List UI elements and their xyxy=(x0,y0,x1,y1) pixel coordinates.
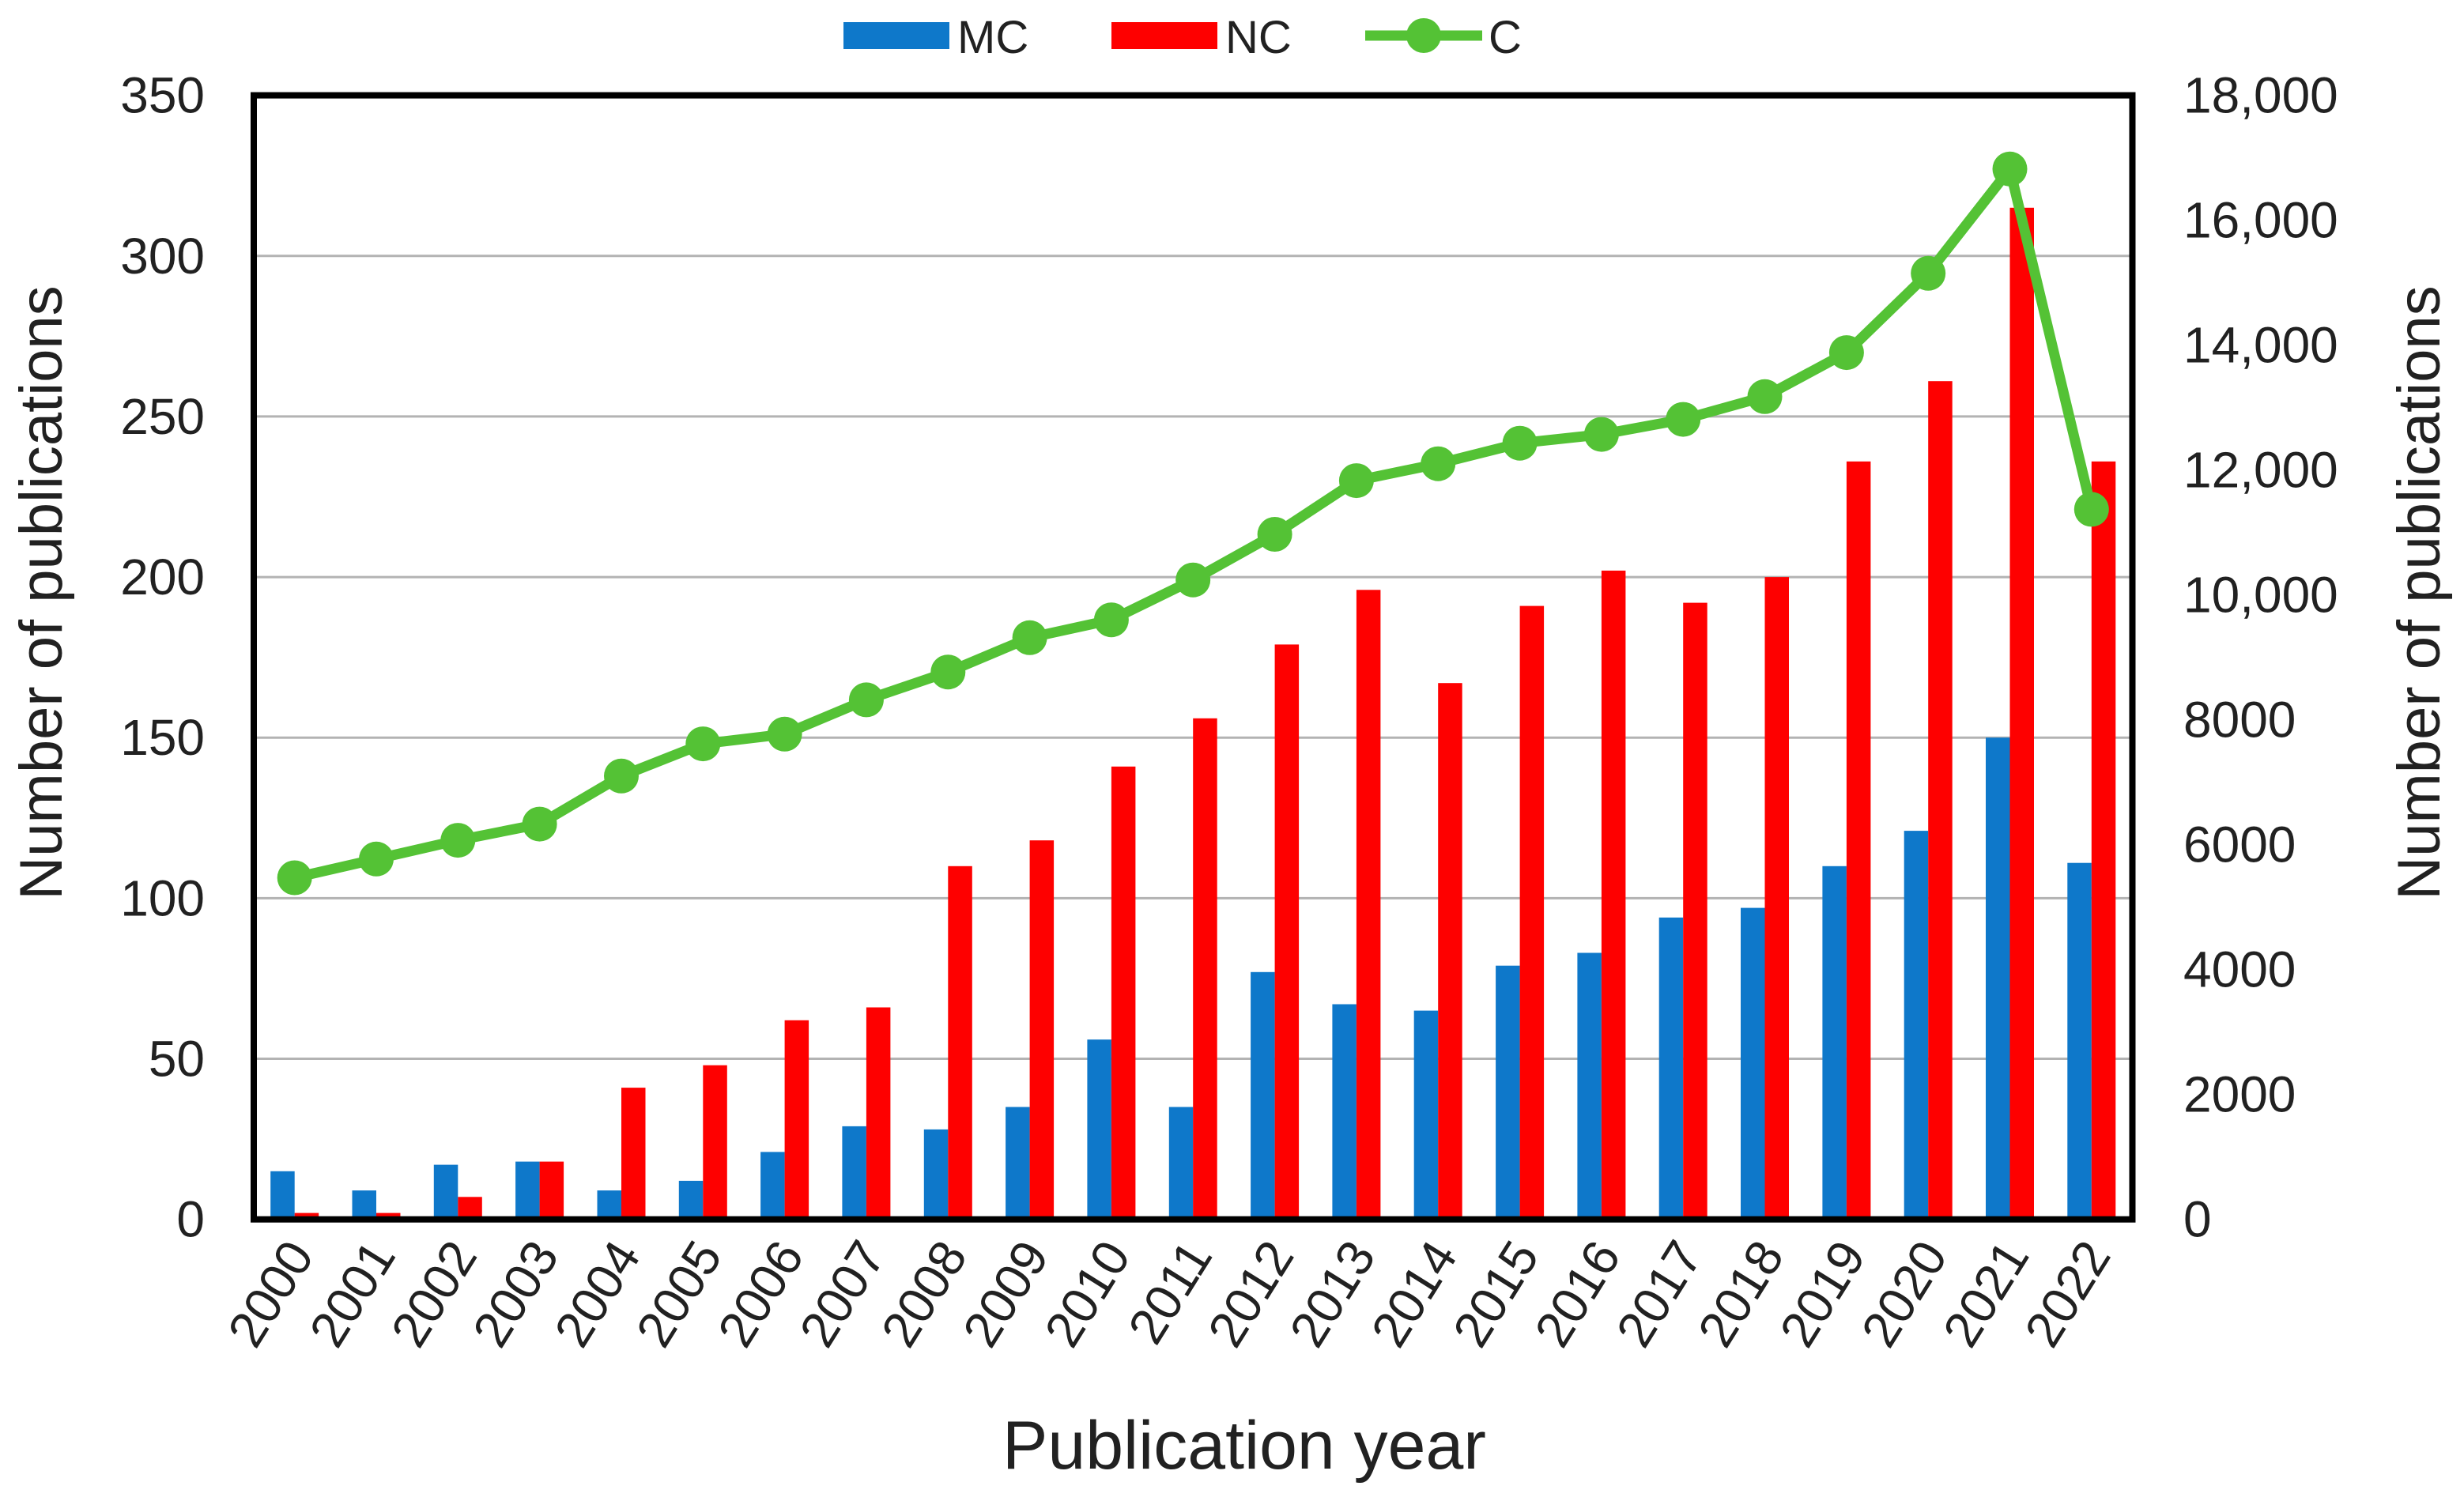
svg-text:8000: 8000 xyxy=(2183,692,2296,749)
svg-text:16,000: 16,000 xyxy=(2183,192,2338,249)
svg-text:0: 0 xyxy=(176,1191,205,1248)
svg-text:0: 0 xyxy=(2183,1191,2212,1248)
svg-text:14,000: 14,000 xyxy=(2183,317,2338,374)
svg-text:2000: 2000 xyxy=(2183,1066,2296,1123)
svg-text:12,000: 12,000 xyxy=(2183,442,2338,499)
svg-text:250: 250 xyxy=(120,388,205,445)
svg-text:Number of publications: Number of publications xyxy=(2386,285,2453,899)
svg-text:6000: 6000 xyxy=(2183,816,2296,873)
svg-text:NC: NC xyxy=(1225,12,1292,63)
svg-text:MC: MC xyxy=(957,12,1028,63)
svg-text:C: C xyxy=(1489,12,1522,63)
svg-text:150: 150 xyxy=(120,709,205,766)
svg-text:Number of publications: Number of publications xyxy=(8,285,75,899)
svg-text:350: 350 xyxy=(120,67,205,124)
svg-text:300: 300 xyxy=(120,228,205,285)
svg-text:4000: 4000 xyxy=(2183,941,2296,998)
svg-text:18,000: 18,000 xyxy=(2183,67,2338,124)
svg-text:10,000: 10,000 xyxy=(2183,567,2338,624)
svg-text:Publication year: Publication year xyxy=(1002,1408,1486,1484)
svg-text:200: 200 xyxy=(120,549,205,605)
svg-text:50: 50 xyxy=(149,1031,205,1088)
svg-text:100: 100 xyxy=(120,869,205,926)
